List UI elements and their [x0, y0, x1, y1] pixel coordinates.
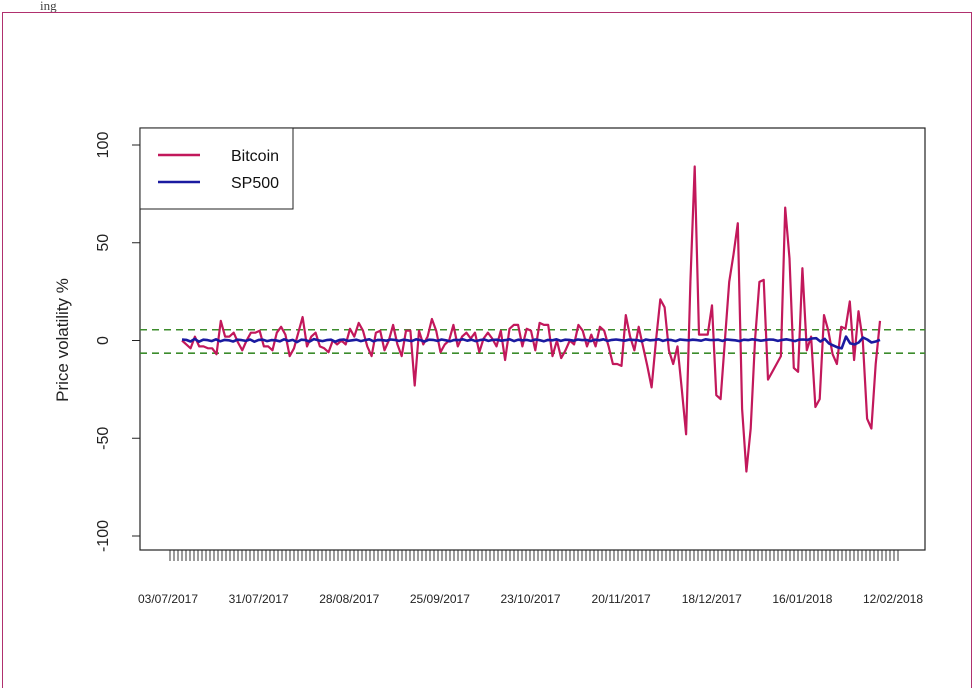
- x-axis: 03/07/2017 31/07/2017 28/08/2017 25/09/2017…: [138, 550, 923, 606]
- series-line-sp500: [181, 335, 881, 350]
- x-tick-label: 20/11/2017: [592, 592, 651, 606]
- x-tick-label: 25/09/2017: [410, 592, 470, 606]
- x-tick-label: 31/07/2017: [229, 592, 289, 606]
- y-tick-label: -50: [95, 427, 112, 450]
- caption-fragment: ing: [40, 0, 57, 12]
- figure-frame: [2, 12, 972, 688]
- x-tick-label: 03/07/2017: [138, 592, 198, 606]
- series-lines: [181, 165, 882, 473]
- y-tick-label: 100: [95, 132, 112, 159]
- x-tick-label: 12/02/2018: [863, 592, 923, 606]
- x-tick-label: 16/01/2018: [772, 592, 832, 606]
- y-axis: -100 -50 0 50 100: [95, 132, 141, 552]
- y-tick-label: 50: [95, 234, 112, 252]
- legend-label-sp500: SP500: [231, 175, 279, 192]
- x-tick-label: 18/12/2017: [682, 592, 742, 606]
- x-tick-label: 28/08/2017: [319, 592, 379, 606]
- y-tick-label: 0: [95, 336, 112, 345]
- y-axis-title: Price volatility %: [53, 278, 72, 402]
- x-tick-label: 23/10/2017: [500, 592, 560, 606]
- series-line-bitcoin: [181, 165, 882, 473]
- legend: Bitcoin SP500: [139, 127, 294, 210]
- legend-label-bitcoin: Bitcoin: [231, 148, 279, 165]
- y-tick-label: -100: [95, 520, 112, 552]
- legend-box: [139, 127, 294, 210]
